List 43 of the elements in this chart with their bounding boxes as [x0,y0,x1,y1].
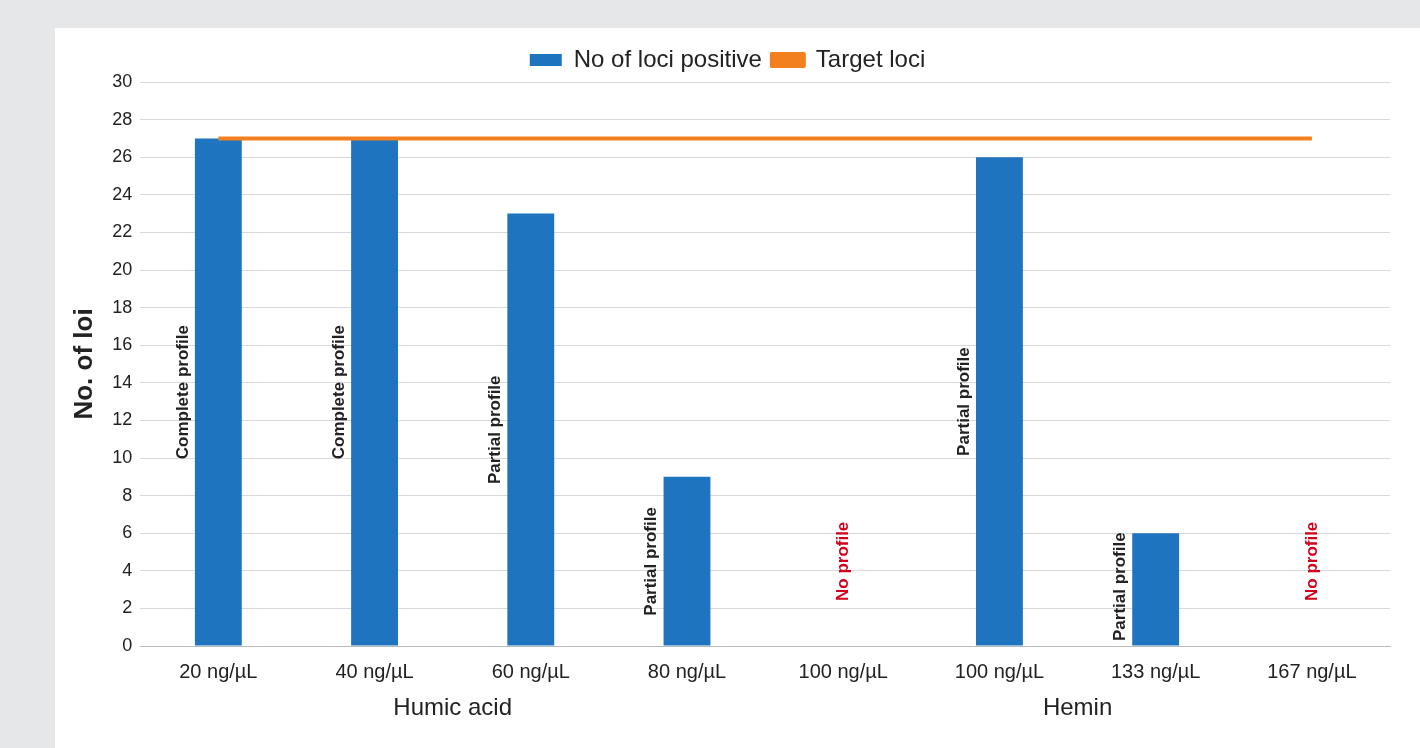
bar [1132,533,1180,646]
x-tick-label: 40 ng/µL [335,659,414,682]
bar [351,138,398,646]
data-label: No profile [1301,521,1321,602]
text: Humic acid [393,692,513,720]
text: Hemin [1042,692,1113,720]
legend-label: Target loci [815,44,926,72]
y-tick-label: 26 [112,146,133,167]
y-tick-label: 28 [112,108,133,129]
x-tick-label: 20 ng/µL [179,659,258,682]
x-tick-label: 60 ng/µL [491,659,570,682]
y-tick-label: 4 [122,559,133,580]
y-tick-label: 16 [112,334,133,355]
y-tick-label: 12 [112,409,133,430]
data-label: Partial profile [485,375,505,485]
y-tick-label: 6 [122,522,133,543]
x-tick-label: 100 ng/µL [798,659,888,682]
y-axis-title: No. of loi [67,308,98,420]
bar [663,476,711,646]
x-tick-label: 167 ng/µL [1267,659,1357,682]
y-tick-label: 0 [122,634,133,655]
y-tick-label: 14 [112,371,133,392]
data-label: No profile [832,521,852,602]
data-label: Complete profile [328,325,348,460]
data-label: Complete profile [172,325,192,460]
x-tick-label: 133 ng/µL [1110,659,1201,682]
bar [976,157,1023,646]
bar [507,213,555,646]
data-label: Partial profile [953,347,973,456]
y-tick-label: 22 [112,221,133,242]
y-tick-label: 24 [112,183,133,204]
y-tick-label: 30 [112,70,133,91]
y-tick-label: 8 [122,484,133,505]
x-tick-label: 100 ng/µL [954,659,1045,682]
legend-label: No of loci positive [573,44,762,72]
y-tick-label: 10 [112,446,133,467]
data-label: Partial profile [641,507,661,616]
bar [194,138,242,646]
y-tick-label: 18 [112,296,133,317]
x-tick-label: 80 ng/µL [647,659,727,682]
y-tick-label: 20 [112,258,133,279]
data-label: Partial profile [1109,532,1129,641]
y-tick-label: 2 [122,597,133,618]
